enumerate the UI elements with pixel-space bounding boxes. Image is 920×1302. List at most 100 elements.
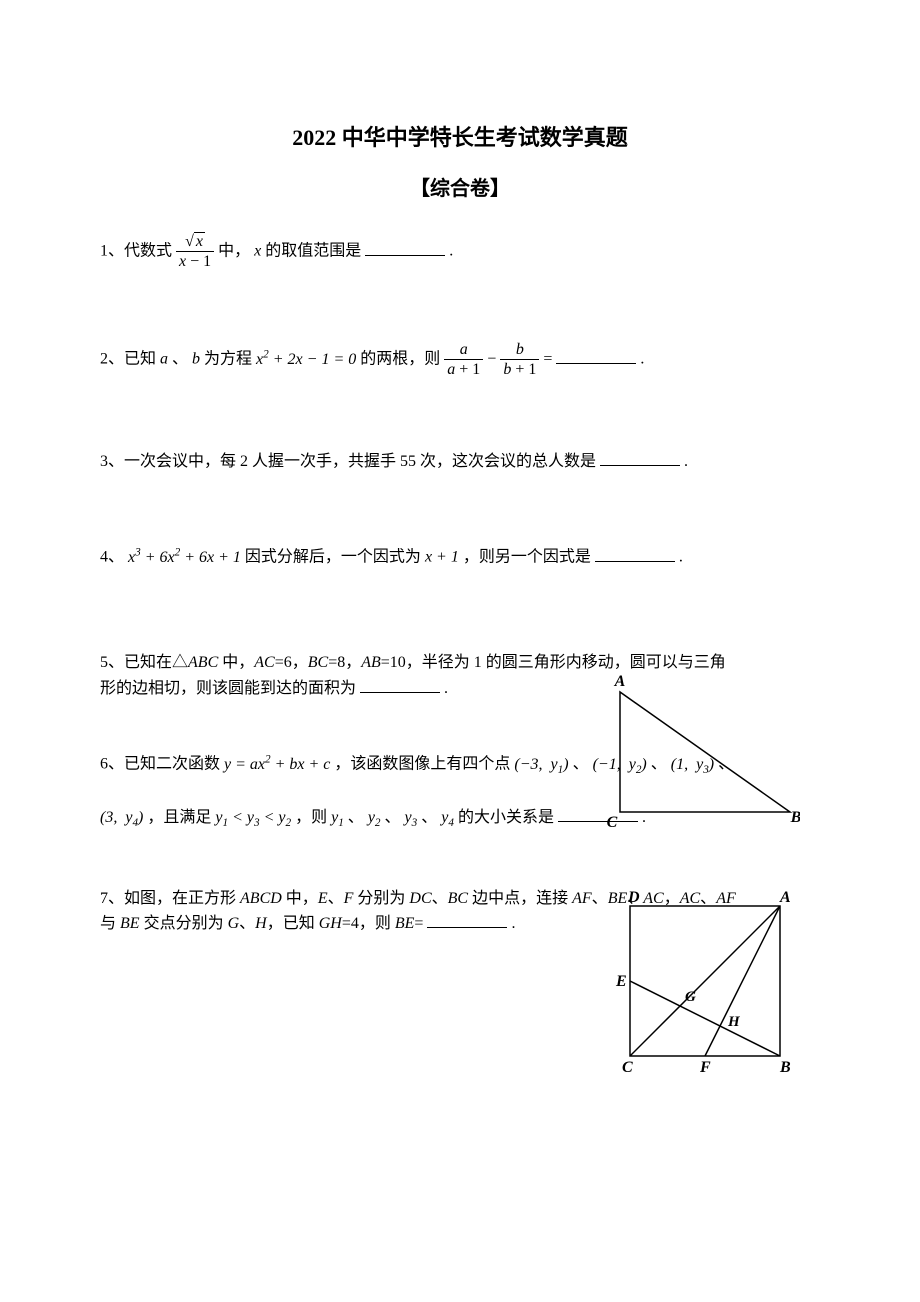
q7-dc: DC [409,890,431,907]
q6-p4: (3, y4) [100,809,143,826]
q7-period: . [511,915,515,932]
q6-s3: 、 [421,809,437,826]
question-5: 5、已知在△ABC 中，AC=6，BC=8，AB=10，半径为 1 的圆三角形内… [100,650,820,701]
q2-prefix: 2、已知 [100,351,160,368]
q3-blank [600,450,680,466]
label-B: B [779,1059,791,1076]
q7-f: F [344,890,354,907]
question-1: 1、代数式 √x x − 1 中， x 的取值范围是 . [100,233,820,271]
label-C: C [622,1059,633,1076]
label-A: A [614,673,626,690]
q7-g: G [228,915,240,932]
q5-abc: ABC [188,654,218,671]
page-subtitle: 【综合卷】 [100,173,820,205]
q7-c4: 、 [239,915,255,932]
page-title: 2022 中华中学特长生考试数学真题 [100,120,820,155]
q6-y4: y4 [441,809,454,826]
q5-line1b: 中， [218,654,254,671]
q7-sep2: 、 [432,890,448,907]
q4-tail: ，则另一个因式是 [463,549,591,566]
q5-bc: BC [308,654,328,671]
q2-eq: x2 + 2x − 1 = 0 [256,351,356,368]
q7-e: E [318,890,328,907]
question-7: 7、如图，在正方形 ABCD 中，E、F 分别为 DC、BC 边中点，连接 AF… [100,886,820,937]
q1-var: x [254,243,261,260]
q6-sep1: 、 [573,756,589,773]
q7-h: H [255,915,267,932]
q6-tail: 的大小关系是 [458,809,554,826]
label-G: G [685,989,696,1005]
q4-poly: x3 + 6x2 + 6x + 1 [128,549,241,566]
q2-mid2: 的两根，则 [360,351,444,368]
label-E: E [615,973,627,990]
q5-period: . [444,680,448,697]
q2-blank [556,348,636,364]
q7-bc: BC [448,890,468,907]
q5-eq10: =10，半径为 1 的圆三角形内移动，圆可以与三角 [381,654,726,671]
q4-prefix: 4、 [100,549,124,566]
q6-y3: y3 [405,809,418,826]
q7-eq4: =4，则 [342,915,395,932]
q3-period: . [684,453,688,470]
q7-abcd: ABCD [240,890,282,907]
q1-mid: 中， [218,243,250,260]
q7-eq: = [414,915,423,932]
q7-gh: GH [319,915,342,932]
question-2: 2、已知 a 、 b 为方程 x2 + 2x − 1 = 0 的两根，则 a a… [100,341,820,379]
q6-y2: y2 [368,809,381,826]
q7-mid1: 中， [282,890,318,907]
q6-p3: (1, y3) [671,756,714,773]
q6-p1: (−3, y1) [514,756,568,773]
q5-line2: 形的边相切，则该圆能到达的面积为 [100,680,356,697]
q1-period: . [449,243,453,260]
q2-a: a [160,351,168,368]
q6-blank [558,806,638,822]
q5-eq8: =8， [328,654,361,671]
q7-mid2: 分别为 [353,890,409,907]
q5-eq6: =6， [275,654,308,671]
q6-mid2: ，且满足 [147,809,215,826]
label-F: F [699,1059,711,1076]
label-H: H [727,1014,741,1030]
q2-frac1: a a + 1 [444,341,483,379]
q2-minus: − [487,351,500,368]
q4-factor: x + 1 [425,549,459,566]
question-6: 6、已知二次函数 y = ax2 + bx + c ，该函数图像上有四个点 (−… [100,751,820,833]
q7-line2b: 交点分别为 [140,915,228,932]
q6-s2: 、 [385,809,401,826]
q2-b: b [192,351,200,368]
label-D: D [627,889,640,906]
q2-period: . [640,351,644,368]
q7-prefix: 7、如图，在正方形 [100,890,240,907]
q1-fraction: √x x − 1 [176,233,214,271]
q1-tail: 的取值范围是 [265,243,361,260]
q6-prefix: 6、已知二次函数 [100,756,224,773]
q7-line2a: 与 [100,915,120,932]
q1-prefix: 1、代数式 [100,243,172,260]
q6-sep2: 、 [651,756,667,773]
q4-blank [595,546,675,562]
q6-sep3: 、 [718,756,734,773]
q7-be3: BE [395,915,415,932]
q6-mid3: ，则 [295,809,331,826]
q7-be2: BE [120,915,140,932]
q3-text: 3、一次会议中，每 2 人握一次手，共握手 55 次，这次会议的总人数是 [100,453,596,470]
q2-sep1: 、 [172,351,188,368]
q7-blank [427,912,507,928]
q5-blank [360,677,440,693]
q7-diagram: D A E C F B G H [600,886,800,1085]
q6-y1: y1 [331,809,344,826]
q7-mid3: 边中点，连接 [468,890,572,907]
q2-mid1: 为方程 [204,351,256,368]
q2-frac2: b b + 1 [500,341,539,379]
q6-func: y = ax2 + bx + c [224,756,330,773]
q7-mid5: ，已知 [267,915,319,932]
label-A: A [779,889,791,906]
q6-p2: (−1, y2) [593,756,647,773]
q5-line1a: 5、已知在△ [100,654,188,671]
q6-period: . [642,809,646,826]
q6-s1: 、 [348,809,364,826]
q1-blank [365,240,445,256]
q4-mid: 因式分解后，一个因式为 [245,549,425,566]
q7-af: AF [572,890,592,907]
